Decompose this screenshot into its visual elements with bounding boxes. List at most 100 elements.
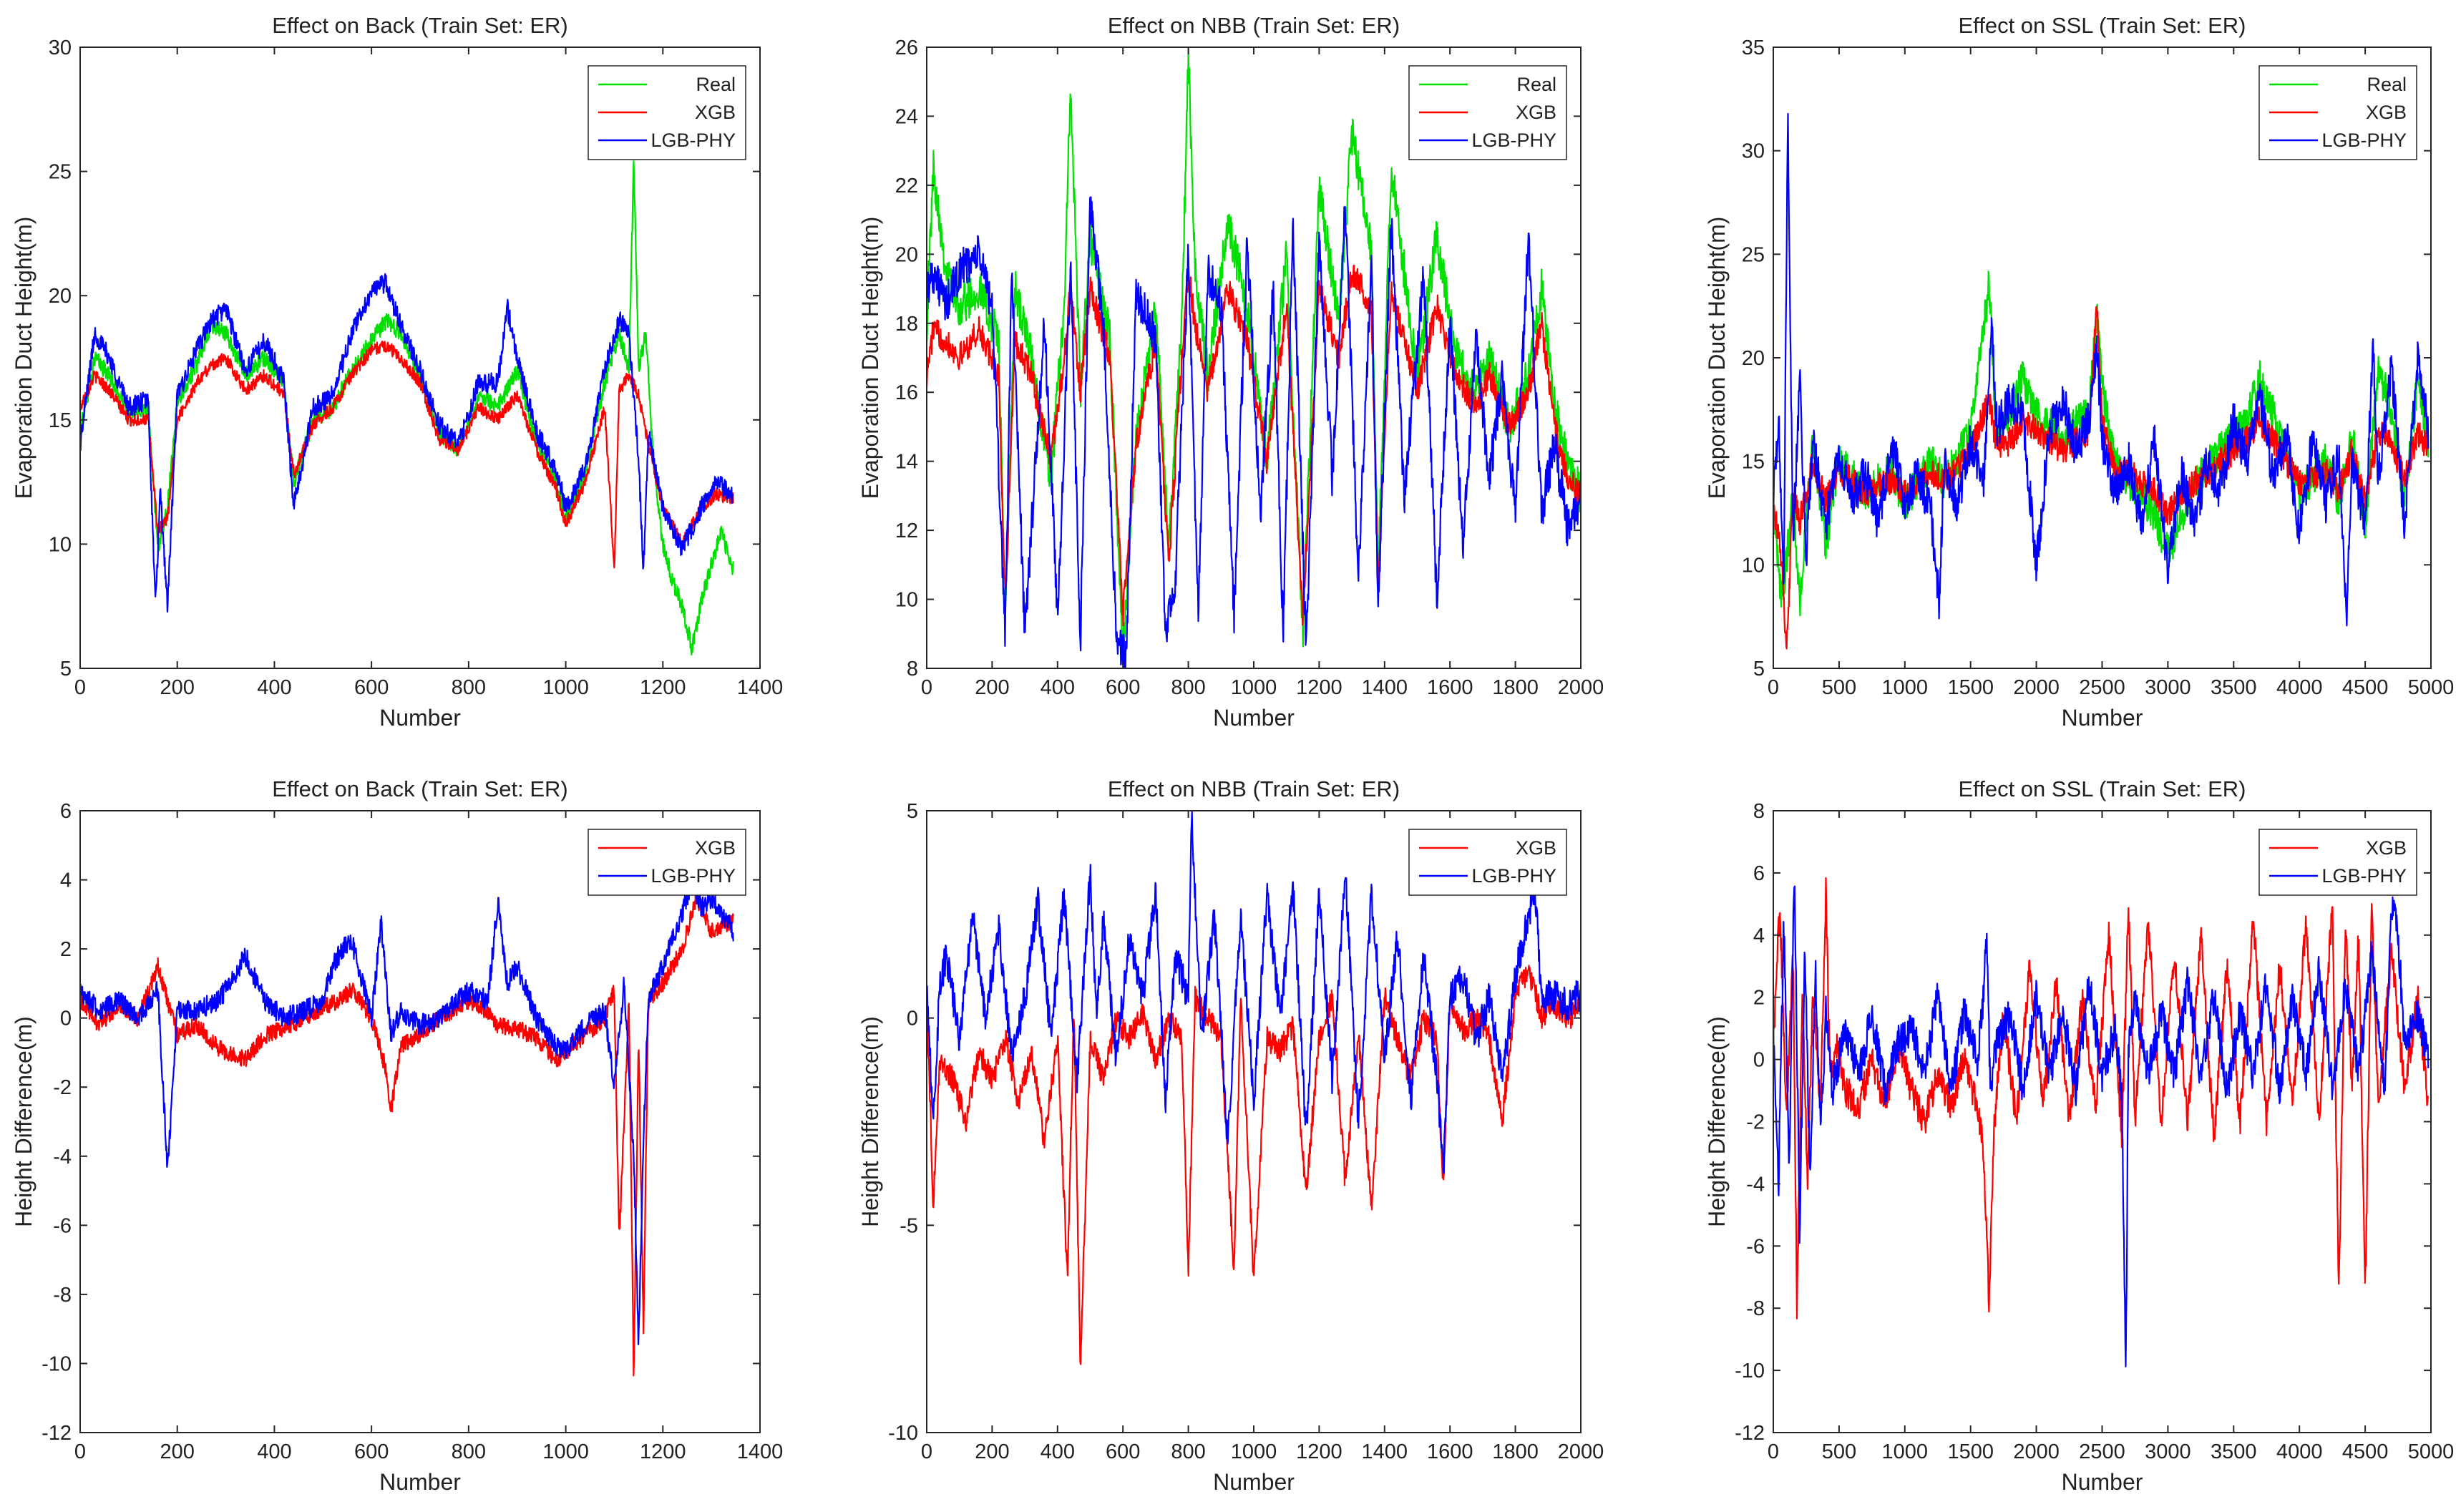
x-tick-label: 1200 — [640, 676, 686, 699]
legend-label-real: Real — [696, 74, 736, 95]
plot-frame — [79, 47, 761, 669]
legend-label-lgb-phy: LGB-PHY — [1471, 130, 1556, 151]
x-tick-label: 3000 — [2145, 1440, 2191, 1463]
x-tick-label: 3500 — [2211, 1440, 2257, 1463]
legend: XGB LGB-PHY — [588, 829, 746, 896]
x-tick-label: 2000 — [2013, 676, 2060, 699]
chart-title: Effect on SSL (Train Set: ER) — [1958, 776, 2246, 801]
x-tick-label: 800 — [452, 676, 486, 699]
y-tick-label: -6 — [1746, 1235, 1765, 1258]
plot-frame — [79, 810, 761, 1433]
series-line-lgb-phy — [927, 196, 1581, 668]
legend: XGB LGB-PHY — [2258, 829, 2417, 896]
x-tick-label: 1600 — [1427, 676, 1473, 699]
x-tick-label: 3500 — [2211, 676, 2257, 699]
x-axis-label: Number — [2062, 705, 2143, 731]
x-tick-label: 200 — [975, 676, 1009, 699]
legend-label-xgb: XGB — [1516, 102, 1556, 123]
chart-panel-4: Effect on Back (Train Set: ER) 0 200 400 600… — [11, 776, 783, 1495]
x-axis-label: Number — [1213, 705, 1295, 731]
x-tick-label: 1000 — [542, 676, 589, 699]
y-tick-label: 6 — [60, 800, 72, 823]
chart-title: Effect on SSL (Train Set: ER) — [1958, 13, 2246, 38]
y-axis-label: Evaporation Duct Height(m) — [1704, 217, 1730, 499]
x-tick-label: 4500 — [2342, 676, 2389, 699]
x-tick-label: 1400 — [737, 1440, 784, 1463]
y-tick-label: -4 — [53, 1146, 72, 1169]
x-tick-label: 1400 — [1362, 1440, 1408, 1463]
x-tick-label: 2000 — [1558, 1440, 1604, 1463]
x-tick-label: 500 — [1822, 1440, 1856, 1463]
y-tick-label: 15 — [1742, 451, 1765, 474]
y-tick-label: 20 — [49, 285, 72, 308]
legend-label-xgb: XGB — [695, 837, 736, 859]
y-tick-label: 2 — [60, 938, 72, 961]
chart-panel-1: Effect on Back (Train Set: ER) 0 200 400 600… — [11, 13, 783, 731]
series-line-xgb — [927, 965, 1581, 1365]
legend-label-lgb-phy: LGB-PHY — [2321, 865, 2407, 887]
x-tick-label: 200 — [160, 1440, 195, 1463]
y-tick-label: -10 — [888, 1422, 918, 1445]
legend-label-xgb: XGB — [2366, 102, 2407, 123]
y-tick-label: -4 — [1746, 1173, 1765, 1196]
y-tick-label: 25 — [49, 161, 72, 184]
y-tick-label: 15 — [49, 409, 72, 432]
y-tick-label: -2 — [1746, 1111, 1765, 1134]
x-tick-label: 1400 — [1362, 676, 1408, 699]
y-tick-label: -8 — [1746, 1297, 1765, 1320]
x-axis-label: Number — [379, 1469, 461, 1495]
chart-title: Effect on Back (Train Set: ER) — [272, 13, 568, 38]
y-axis-label: Evaporation Duct Height(m) — [11, 217, 36, 499]
y-axis-label: Height Difference(m) — [1704, 1016, 1730, 1227]
series-line-xgb — [1773, 877, 2430, 1320]
legend: Real XGB LGB-PHY — [2258, 65, 2417, 160]
x-tick-label: 800 — [1171, 1440, 1205, 1463]
y-tick-label: 0 — [1753, 1049, 1765, 1072]
legend-label-lgb-phy: LGB-PHY — [1471, 865, 1556, 887]
y-tick-label: 20 — [895, 243, 918, 266]
x-tick-label: 1500 — [1947, 676, 1994, 699]
x-tick-label: 1200 — [640, 1440, 686, 1463]
y-tick-label: 10 — [49, 533, 72, 556]
x-tick-label: 2000 — [1558, 676, 1604, 699]
y-axis-label: Height Difference(m) — [857, 1016, 883, 1227]
y-axis-label: Height Difference(m) — [11, 1016, 36, 1227]
x-tick-label: 3000 — [2145, 676, 2191, 699]
y-tick-label: 18 — [895, 313, 918, 336]
plot-frame — [926, 810, 1582, 1433]
y-tick-label: 5 — [60, 658, 72, 681]
series-line-lgb-phy — [1773, 112, 2430, 627]
legend-box — [1408, 829, 1567, 896]
legend-label-xgb: XGB — [2366, 837, 2407, 859]
chart-title: Effect on NBB (Train Set: ER) — [1108, 776, 1400, 801]
chart-panel-3: Effect on SSL (Train Set: ER) 0 500 1000 150… — [1704, 13, 2454, 731]
y-tick-label: -2 — [53, 1076, 72, 1099]
y-tick-label: 8 — [1753, 800, 1765, 823]
x-tick-label: 5000 — [2408, 1440, 2455, 1463]
x-axis-label: Number — [1213, 1469, 1295, 1495]
x-tick-label: 1400 — [737, 676, 784, 699]
legend: Real XGB LGB-PHY — [1408, 65, 1567, 160]
series-line-lgb-phy — [1773, 885, 2430, 1367]
legend-box — [2258, 829, 2417, 896]
chart-panel-6: Effect on SSL (Train Set: ER) 0 500 1000 150… — [1704, 776, 2454, 1495]
x-tick-label: 1600 — [1427, 1440, 1473, 1463]
x-tick-label: 4500 — [2342, 1440, 2389, 1463]
y-tick-label: -6 — [53, 1214, 72, 1237]
x-tick-label: 1000 — [542, 1440, 589, 1463]
y-tick-label: -8 — [53, 1284, 72, 1307]
x-tick-label: 200 — [160, 676, 195, 699]
y-tick-label: 30 — [49, 36, 72, 59]
legend-label-real: Real — [1516, 74, 1556, 95]
x-tick-label: 400 — [257, 676, 291, 699]
x-tick-label: 1800 — [1492, 676, 1539, 699]
y-tick-label: -5 — [900, 1214, 918, 1237]
y-tick-label: 10 — [895, 589, 918, 612]
y-tick-label: 24 — [895, 105, 918, 128]
x-tick-label: 4000 — [2276, 1440, 2323, 1463]
legend-label-real: Real — [2367, 74, 2407, 95]
legend-label-lgb-phy: LGB-PHY — [650, 865, 736, 887]
x-tick-label: 600 — [1106, 676, 1140, 699]
chart-panel-2: Effect on NBB (Train Set: ER) 0 200 400 600 8… — [857, 13, 1604, 731]
